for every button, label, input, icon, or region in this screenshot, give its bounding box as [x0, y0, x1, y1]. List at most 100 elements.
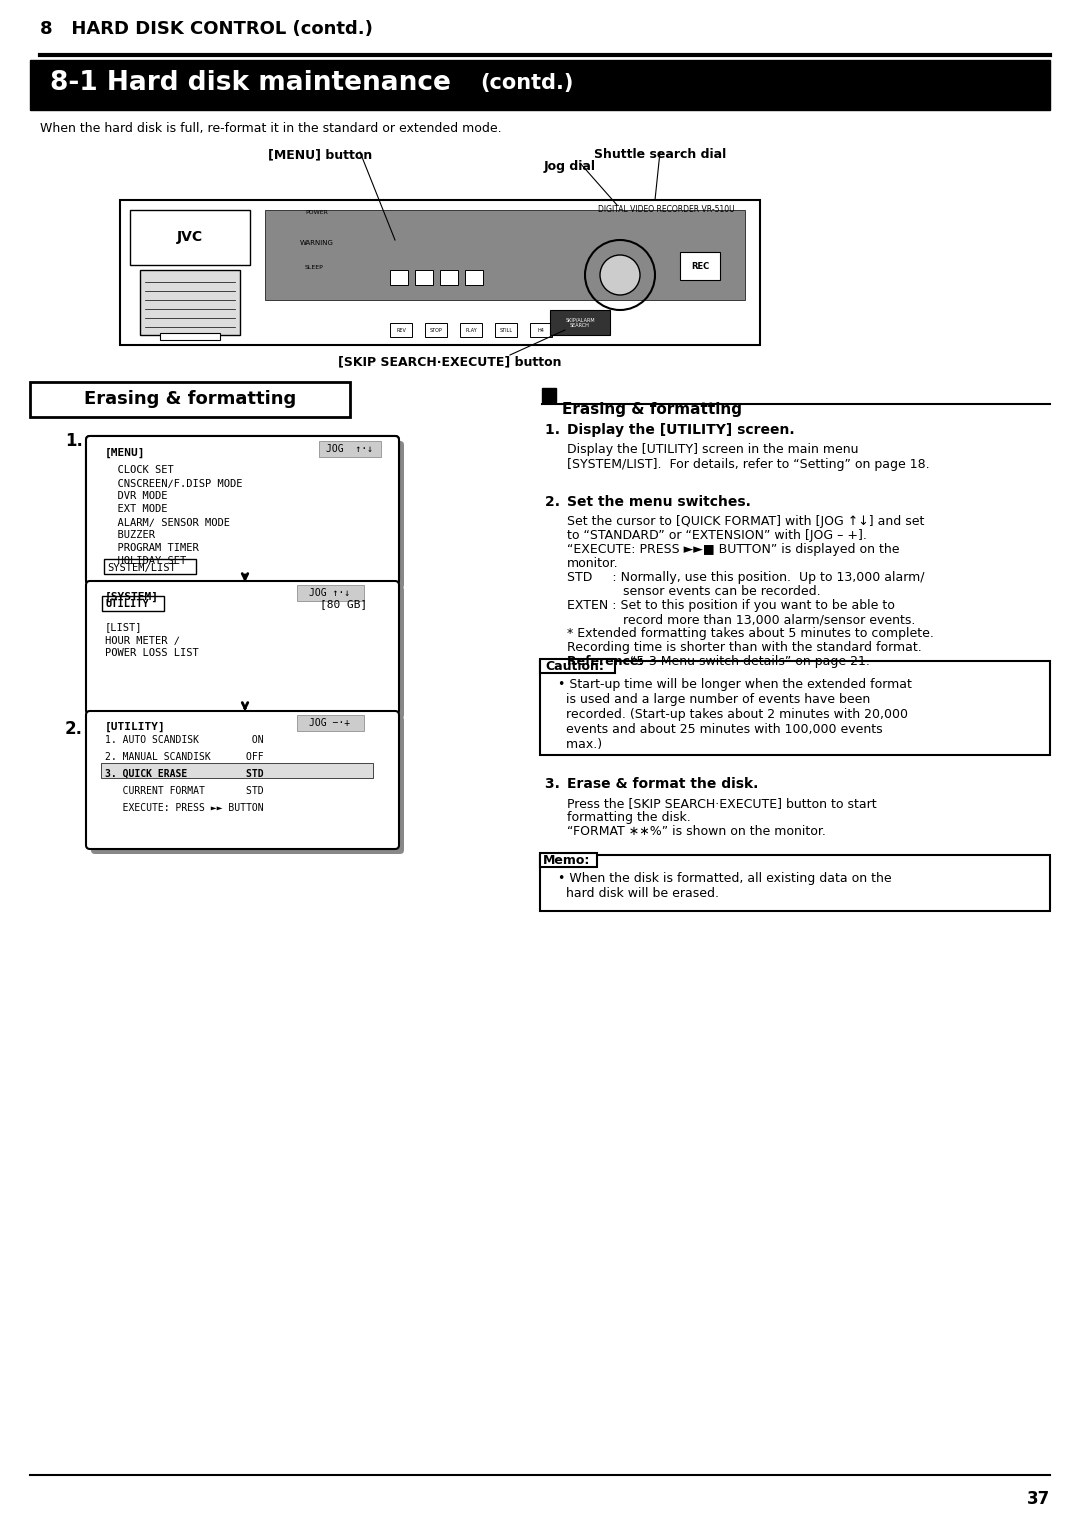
- Text: STOP: STOP: [430, 327, 443, 332]
- FancyBboxPatch shape: [140, 269, 240, 335]
- Text: Display the [UTILITY] screen.: Display the [UTILITY] screen.: [567, 422, 795, 438]
- FancyBboxPatch shape: [30, 382, 350, 418]
- Text: JOG ↑·↓: JOG ↑·↓: [310, 588, 351, 598]
- Text: ALARM∕ SENSOR MODE: ALARM∕ SENSOR MODE: [105, 517, 230, 526]
- Text: [80 GB]: [80 GB]: [320, 600, 367, 609]
- Text: Erasing & formatting: Erasing & formatting: [84, 390, 296, 409]
- Text: Jog dial: Jog dial: [544, 161, 596, 173]
- FancyBboxPatch shape: [86, 436, 399, 584]
- FancyBboxPatch shape: [102, 597, 164, 610]
- Text: REV: REV: [396, 327, 406, 332]
- Text: 2. MANUAL SCANDISK      OFF: 2. MANUAL SCANDISK OFF: [105, 753, 264, 762]
- Text: JVC: JVC: [177, 230, 203, 243]
- FancyBboxPatch shape: [550, 311, 610, 335]
- Text: SKIP/ALARM
SEARCH: SKIP/ALARM SEARCH: [565, 318, 595, 329]
- Text: EXECUTE: PRESS ►► BUTTON: EXECUTE: PRESS ►► BUTTON: [105, 803, 264, 812]
- FancyBboxPatch shape: [465, 269, 483, 285]
- Text: [SKIP SEARCH·EXECUTE] button: [SKIP SEARCH·EXECUTE] button: [338, 355, 562, 369]
- Text: EXTEN : Set to this position if you want to be able to: EXTEN : Set to this position if you want…: [567, 600, 895, 612]
- Text: [LIST]: [LIST]: [105, 623, 143, 632]
- Text: • Start-up time will be longer when the extended format
    is used and a large : • Start-up time will be longer when the …: [550, 678, 912, 751]
- Circle shape: [600, 256, 640, 295]
- FancyBboxPatch shape: [297, 715, 364, 731]
- FancyBboxPatch shape: [440, 269, 458, 285]
- Text: 2.: 2.: [65, 721, 83, 737]
- FancyBboxPatch shape: [297, 584, 364, 601]
- FancyBboxPatch shape: [86, 436, 399, 584]
- Text: CNSCREEN∕F.DISP MODE: CNSCREEN∕F.DISP MODE: [105, 477, 243, 488]
- Text: * Extended formatting takes about 5 minutes to complete.: * Extended formatting takes about 5 minu…: [567, 627, 934, 640]
- FancyBboxPatch shape: [91, 716, 404, 854]
- Text: sensor events can be recorded.: sensor events can be recorded.: [567, 584, 821, 598]
- Text: Caution:: Caution:: [545, 659, 605, 673]
- Text: 1.: 1.: [65, 431, 83, 450]
- FancyBboxPatch shape: [390, 269, 408, 285]
- Text: POWER: POWER: [305, 210, 328, 216]
- FancyBboxPatch shape: [540, 855, 1050, 910]
- Text: 3.: 3.: [545, 777, 569, 791]
- Text: [MENU]: [MENU]: [105, 448, 146, 457]
- Text: formatting the disk.: formatting the disk.: [567, 811, 691, 825]
- FancyBboxPatch shape: [91, 586, 404, 719]
- Text: Display the [UTILITY] screen in the main menu
[SYSTEM/LIST].  For details, refer: Display the [UTILITY] screen in the main…: [567, 444, 930, 471]
- Text: (contd.): (contd.): [480, 73, 573, 93]
- Text: PROGRAM TIMER: PROGRAM TIMER: [105, 543, 199, 552]
- Text: SLEEP: SLEEP: [305, 265, 324, 269]
- Text: “5-3 Menu switch details” on page 21.: “5-3 Menu switch details” on page 21.: [630, 655, 869, 669]
- Text: JOG −·+: JOG −·+: [310, 718, 351, 728]
- FancyBboxPatch shape: [540, 661, 1050, 754]
- FancyBboxPatch shape: [460, 323, 482, 337]
- Text: Set the menu switches.: Set the menu switches.: [567, 496, 751, 509]
- FancyBboxPatch shape: [104, 558, 195, 574]
- FancyBboxPatch shape: [86, 581, 399, 715]
- Text: to “STANDARD” or “EXTENSION” with [JOG – +].: to “STANDARD” or “EXTENSION” with [JOG –…: [567, 529, 867, 542]
- Text: 8   HARD DISK CONTROL (contd.): 8 HARD DISK CONTROL (contd.): [40, 20, 373, 38]
- FancyBboxPatch shape: [426, 323, 447, 337]
- Text: PLAY: PLAY: [465, 327, 477, 332]
- FancyBboxPatch shape: [30, 60, 1050, 110]
- Text: DVR MODE: DVR MODE: [105, 491, 167, 500]
- FancyBboxPatch shape: [390, 323, 411, 337]
- Text: JOG  ↑·↓: JOG ↑·↓: [326, 444, 374, 454]
- FancyBboxPatch shape: [130, 210, 249, 265]
- Text: [SYSTEM]: [SYSTEM]: [105, 592, 159, 603]
- Text: [UTILITY]: [UTILITY]: [105, 722, 165, 733]
- Text: Erasing & formatting: Erasing & formatting: [562, 402, 742, 418]
- Text: HOUR METER ∕: HOUR METER ∕: [105, 635, 180, 646]
- Text: Erase & format the disk.: Erase & format the disk.: [567, 777, 758, 791]
- Text: Press the [SKIP SEARCH·EXECUTE] button to start: Press the [SKIP SEARCH·EXECUTE] button t…: [567, 797, 877, 809]
- Text: 2.: 2.: [545, 496, 570, 509]
- FancyBboxPatch shape: [120, 200, 760, 344]
- FancyBboxPatch shape: [265, 210, 745, 300]
- Text: BUZZER: BUZZER: [105, 529, 156, 540]
- Text: record more than 13,000 alarm/sensor events.: record more than 13,000 alarm/sensor eve…: [567, 614, 916, 626]
- Text: • When the disk is formatted, all existing data on the
    hard disk will be era: • When the disk is formatted, all existi…: [550, 872, 892, 900]
- Text: Shuttle search dial: Shuttle search dial: [594, 148, 726, 161]
- FancyBboxPatch shape: [160, 334, 220, 340]
- Text: H4: H4: [538, 327, 544, 332]
- Text: 3. QUICK ERASE          STD: 3. QUICK ERASE STD: [105, 770, 264, 779]
- Text: Memo:: Memo:: [543, 854, 591, 866]
- Text: 1.: 1.: [545, 422, 570, 438]
- FancyBboxPatch shape: [530, 323, 552, 337]
- FancyBboxPatch shape: [319, 441, 381, 457]
- Text: WARNING: WARNING: [300, 240, 334, 246]
- FancyBboxPatch shape: [91, 441, 404, 589]
- FancyBboxPatch shape: [102, 763, 373, 777]
- Text: STD     : Normally, use this position.  Up to 13,000 alarm/: STD : Normally, use this position. Up to…: [567, 571, 924, 584]
- Text: When the hard disk is full, re-format it in the standard or extended mode.: When the hard disk is full, re-format it…: [40, 122, 501, 135]
- Text: REC: REC: [691, 262, 710, 271]
- FancyBboxPatch shape: [86, 711, 399, 849]
- Text: CLOCK SET: CLOCK SET: [105, 465, 174, 474]
- Text: Reference:: Reference:: [567, 655, 648, 669]
- Text: Set the cursor to [QUICK FORMAT] with [JOG ↑↓] and set: Set the cursor to [QUICK FORMAT] with [J…: [567, 516, 924, 528]
- Text: 1. AUTO SCANDISK         ON: 1. AUTO SCANDISK ON: [105, 734, 264, 745]
- Text: POWER LOSS LIST: POWER LOSS LIST: [105, 649, 199, 658]
- Text: Recording time is shorter than with the standard format.: Recording time is shorter than with the …: [567, 641, 921, 653]
- Text: “FORMAT ∗∗%” is shown on the monitor.: “FORMAT ∗∗%” is shown on the monitor.: [567, 825, 826, 838]
- Text: 8-1 Hard disk maintenance: 8-1 Hard disk maintenance: [50, 70, 460, 96]
- Text: CURRENT FORMAT       STD: CURRENT FORMAT STD: [105, 786, 264, 796]
- FancyBboxPatch shape: [540, 659, 615, 673]
- Text: UTILITY: UTILITY: [105, 600, 149, 609]
- Text: [MENU] button: [MENU] button: [268, 148, 373, 161]
